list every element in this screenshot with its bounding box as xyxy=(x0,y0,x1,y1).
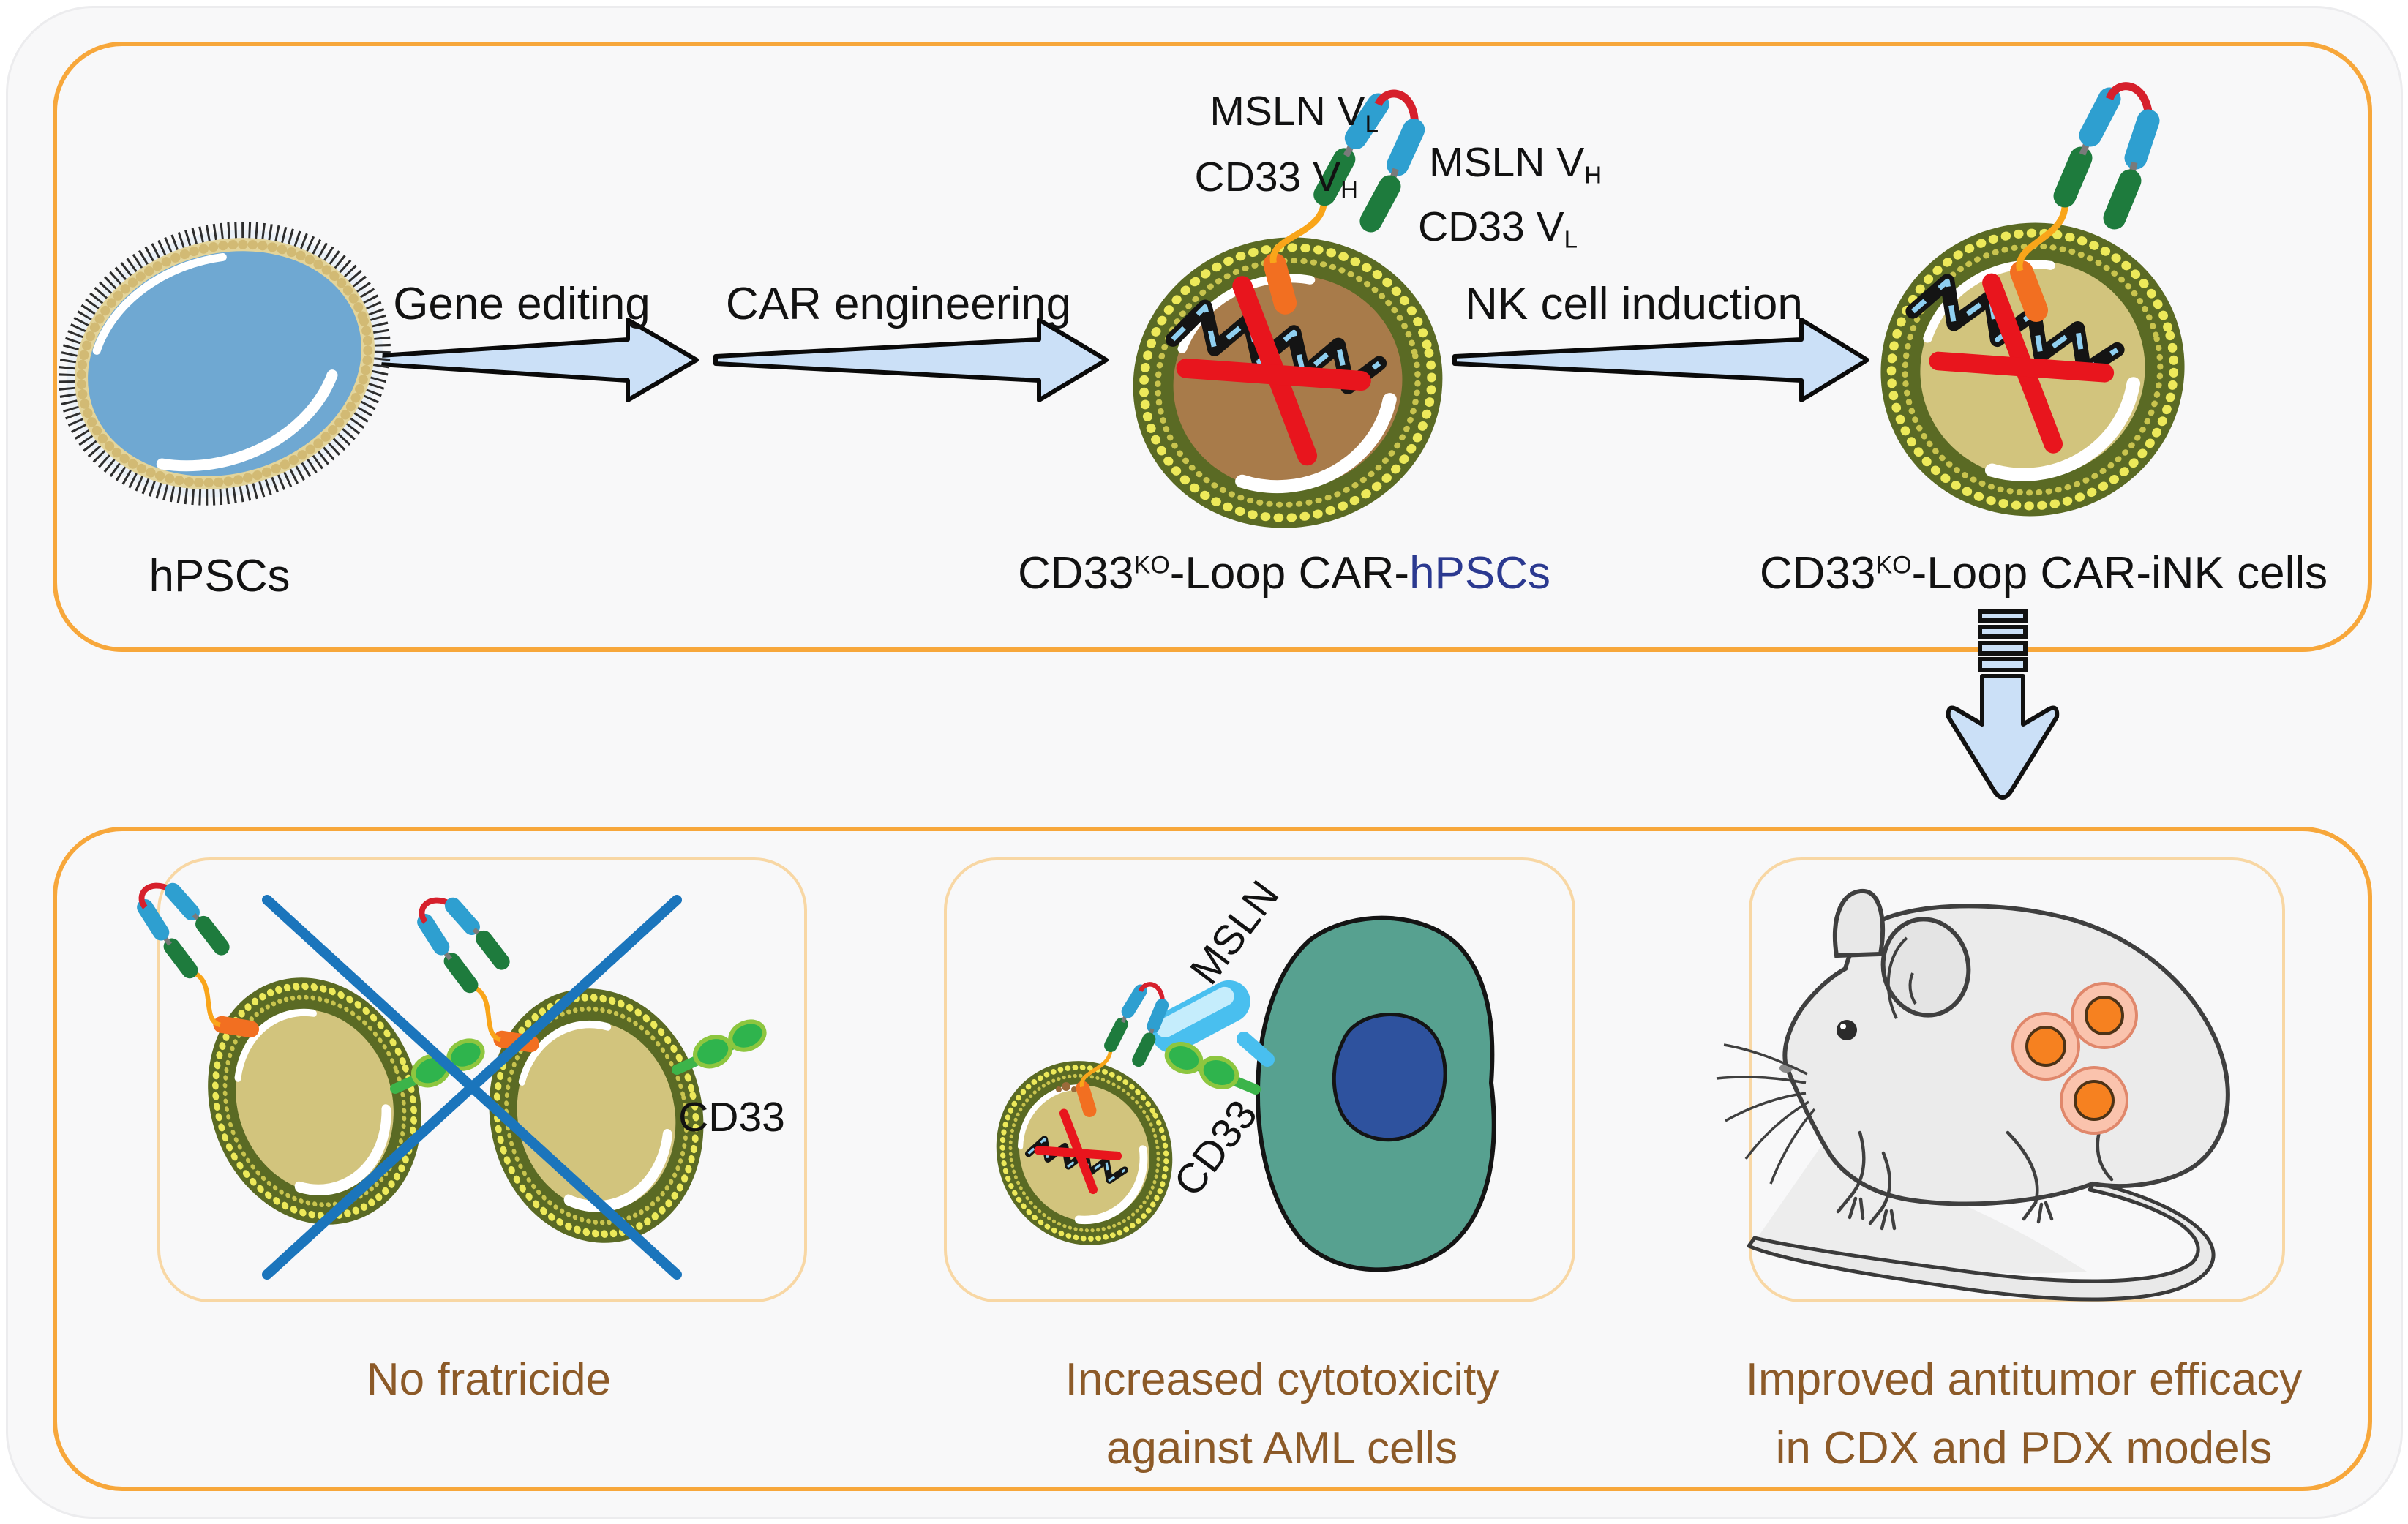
car-domain-label-msln-vl: MSLN VL xyxy=(1209,88,1379,138)
label-subscript: H xyxy=(1584,162,1602,189)
car-domain-label-cd33-vl: CD33 VL xyxy=(1418,203,1578,254)
label-text: CD33 V xyxy=(1418,203,1564,250)
label-text: CD33 xyxy=(678,1094,785,1141)
hpsc-cell-label: hPSCs xyxy=(149,550,290,602)
cd33-label-fratricide: CD33 xyxy=(678,1094,785,1142)
subpanel-no-fratricide xyxy=(157,857,807,1302)
subpanel-antitumor-efficacy xyxy=(1749,857,2285,1302)
caption-efficacy-line2: in CDX and PDX models xyxy=(1776,1422,2273,1474)
label-text: -Loop CAR-iNK cells xyxy=(1911,548,2328,598)
car-hpsc-cell-label: CD33KO-Loop CAR-hPSCs xyxy=(1018,547,1550,599)
label-subscript: H xyxy=(1340,176,1358,204)
label-text: CAR engineering xyxy=(725,279,1072,329)
caption-no-fratricide: No fratricide xyxy=(367,1354,611,1405)
step-label-gene-editing: Gene editing xyxy=(393,278,650,330)
caption-text: Increased cytotoxicity xyxy=(1065,1354,1499,1405)
step-label-car-engineering: CAR engineering xyxy=(726,278,1071,330)
label-text: hPSCs xyxy=(149,551,290,601)
label-text: CD33 xyxy=(1759,548,1876,598)
caption-text: in CDX and PDX models xyxy=(1775,1423,2273,1474)
label-subscript: L xyxy=(1365,110,1379,138)
caption-text: against AML cells xyxy=(1106,1423,1458,1474)
subpanel-cytotoxicity xyxy=(944,857,1575,1302)
label-text: CD33 xyxy=(1017,548,1134,598)
label-text: MSLN V xyxy=(1429,139,1585,186)
label-text: NK cell induction xyxy=(1465,279,1803,329)
label-text: CD33 V xyxy=(1194,154,1341,200)
caption-text: Improved antitumor efficacy xyxy=(1745,1354,2303,1405)
label-subscript: L xyxy=(1564,226,1578,254)
car-domain-label-cd33-vh: CD33 VH xyxy=(1195,154,1358,204)
caption-cytotoxicity-line2: against AML cells xyxy=(1106,1422,1458,1474)
caption-efficacy-line1: Improved antitumor efficacy xyxy=(1746,1354,2302,1405)
caption-text: No fratricide xyxy=(366,1354,612,1405)
bottom-panel xyxy=(53,827,2372,1491)
top-panel xyxy=(53,42,2372,652)
label-highlight: hPSCs xyxy=(1409,548,1551,598)
car-domain-label-msln-vh: MSLN VH xyxy=(1429,139,1602,189)
label-text: MSLN V xyxy=(1209,88,1365,135)
caption-cytotoxicity-line1: Increased cytotoxicity xyxy=(1065,1354,1499,1405)
label-superscript: KO xyxy=(1875,551,1912,579)
label-text: Gene editing xyxy=(393,279,650,329)
label-text: -Loop CAR- xyxy=(1169,548,1410,598)
step-label-nk-induction: NK cell induction xyxy=(1465,278,1803,330)
car-ink-cell-label: CD33KO-Loop CAR-iNK cells xyxy=(1760,547,2328,599)
label-superscript: KO xyxy=(1133,551,1170,579)
